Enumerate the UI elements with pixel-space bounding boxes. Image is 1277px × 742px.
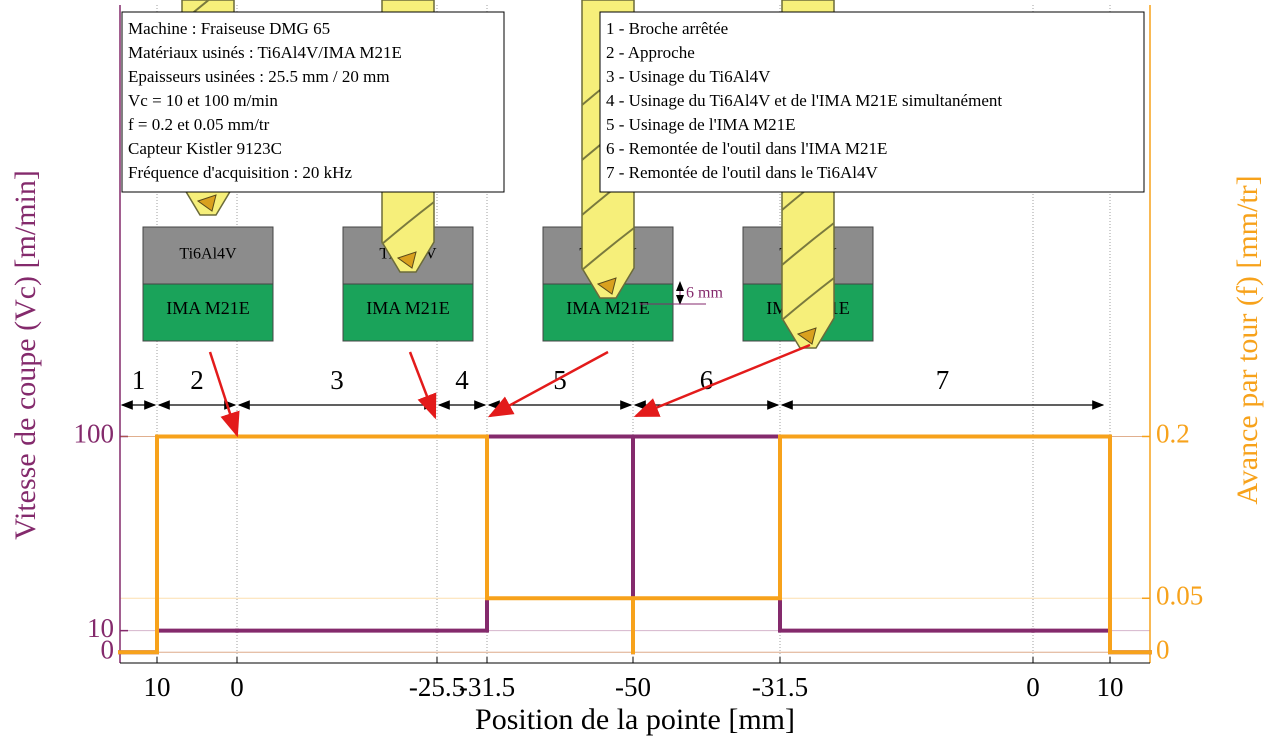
x-tick-label: -31.5 bbox=[459, 672, 515, 702]
phase-label: 7 bbox=[936, 365, 950, 395]
phase-label: 5 bbox=[553, 365, 567, 395]
y-tick-label: 0 bbox=[101, 634, 115, 664]
x-tick-label: 10 bbox=[144, 672, 171, 702]
y2-tick-label: 0 bbox=[1156, 634, 1170, 664]
phase-label: 1 bbox=[132, 365, 146, 395]
x-tick-label: -25.5 bbox=[409, 672, 465, 702]
phase-label: 6 bbox=[700, 365, 714, 395]
workpiece-bottom-label: IMA M21E bbox=[166, 298, 250, 318]
workpiece-bottom-label: IMA M21E bbox=[566, 298, 650, 318]
workpiece-bottom-label: IMA M21E bbox=[366, 298, 450, 318]
info-box-line: Matériaux usinés : Ti6Al4V/IMA M21E bbox=[128, 43, 402, 62]
y-axis-title: Vitesse de coupe (Vc) [m/min] bbox=[9, 170, 42, 540]
workpiece-top-label: Ti6Al4V bbox=[179, 246, 237, 263]
x-tick-label: 0 bbox=[1026, 672, 1040, 702]
legend-box-line: 4 - Usinage du Ti6Al4V et de l'IMA M21E … bbox=[606, 91, 1002, 110]
phase-label: 4 bbox=[455, 365, 469, 395]
info-box-line: Fréquence d'acquisition : 20 kHz bbox=[128, 163, 352, 182]
workpiece-bottom bbox=[142, 283, 274, 342]
y2-tick-label: 0.2 bbox=[1156, 419, 1190, 449]
drill-flute bbox=[581, 227, 635, 271]
phase-label: 3 bbox=[330, 365, 344, 395]
info-box-line: Vc = 10 et 100 m/min bbox=[128, 91, 278, 110]
x-axis-title: Position de la pointe [mm] bbox=[475, 703, 795, 736]
pointer-arrow bbox=[408, 351, 437, 420]
drill-flute bbox=[781, 277, 835, 321]
drill-flute bbox=[781, 222, 835, 266]
drill-flute bbox=[381, 201, 435, 245]
info-box-line: Capteur Kistler 9123C bbox=[128, 139, 282, 158]
y2-axis-title: Avance par tour (f) [mm/tr] bbox=[1231, 175, 1264, 504]
x-tick-label: 0 bbox=[230, 672, 244, 702]
x-tick-label: 10 bbox=[1097, 672, 1124, 702]
phase-label: 2 bbox=[190, 365, 204, 395]
x-tick-label: -31.5 bbox=[752, 672, 808, 702]
info-box-line: Epaisseurs usinées : 25.5 mm / 20 mm bbox=[128, 67, 390, 86]
plot-layer bbox=[118, 434, 1152, 655]
legend-box-line: 6 - Remontée de l'outil dans l'IMA M21E bbox=[606, 139, 887, 158]
info-box-frame bbox=[121, 11, 505, 193]
drill-tip bbox=[596, 277, 617, 295]
info-box-line: f = 0.2 et 0.05 mm/tr bbox=[128, 115, 270, 134]
dimension-label: 6 mm bbox=[686, 285, 723, 302]
drill-tip bbox=[796, 327, 817, 345]
y-tick-label: 100 bbox=[74, 419, 115, 449]
legend-box-frame bbox=[599, 11, 1145, 193]
y-tick-label: 10 bbox=[87, 613, 114, 643]
annotation-layer: 1 2 3 4 5 6 7 Machine : Fraiseuse DMG 65 Matéria… bbox=[120, 11, 1145, 438]
legend-box-line: 2 - Approche bbox=[606, 43, 695, 62]
y2-tick-label: 0.05 bbox=[1156, 580, 1203, 610]
legend-box-line: 1 - Broche arrêtée bbox=[606, 19, 728, 38]
pointer-arrow bbox=[633, 343, 811, 418]
legend-box-line: 7 - Remontée de l'outil dans le Ti6Al4V bbox=[606, 163, 878, 182]
workpiece-bottom bbox=[342, 283, 474, 342]
drill-tip bbox=[196, 194, 217, 212]
legend-box-line: 5 - Usinage de l'IMA M21E bbox=[606, 115, 796, 134]
pointer-arrow bbox=[487, 350, 609, 418]
workpiece-top bbox=[142, 226, 274, 285]
drill-tip bbox=[396, 251, 417, 269]
x-tick-label: -50 bbox=[615, 672, 651, 702]
pointer-arrow bbox=[208, 351, 240, 438]
info-box-line: Machine : Fraiseuse DMG 65 bbox=[128, 19, 330, 38]
legend-box-line: 3 - Usinage du Ti6Al4V bbox=[606, 67, 771, 86]
